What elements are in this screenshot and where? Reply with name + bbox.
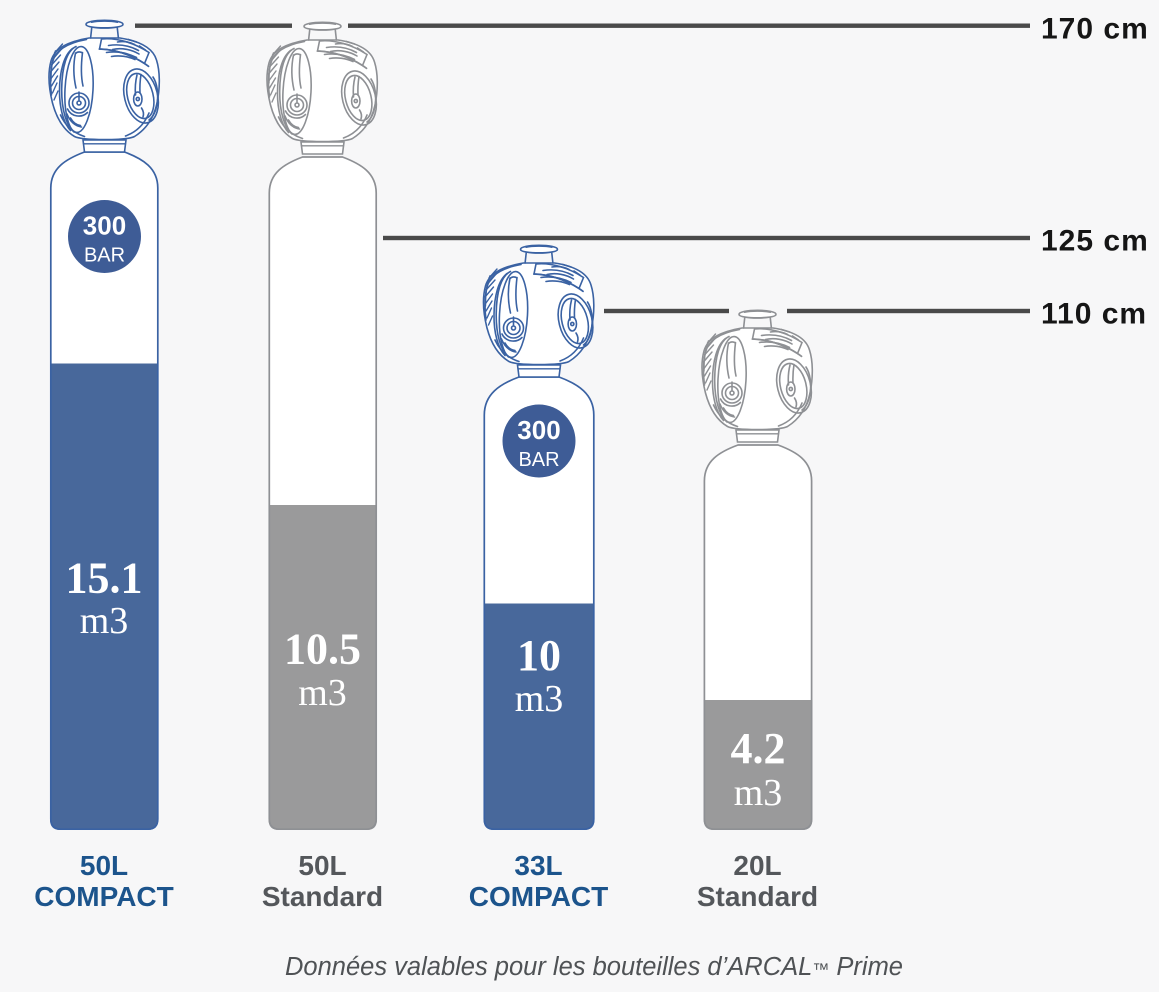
- svg-text:33L: 33L: [514, 850, 562, 881]
- svg-text:m3: m3: [80, 600, 129, 642]
- svg-text:4.2: 4.2: [731, 724, 786, 773]
- svg-text:Données valables pour les bout: Données valables pour les bouteilles d’A…: [285, 953, 903, 981]
- svg-text:m3: m3: [298, 672, 347, 714]
- svg-text:50L: 50L: [80, 850, 128, 881]
- svg-text:COMPACT: COMPACT: [469, 881, 608, 912]
- svg-text:BAR: BAR: [518, 449, 559, 471]
- svg-text:Standard: Standard: [262, 881, 383, 912]
- svg-text:300: 300: [83, 211, 126, 241]
- svg-text:20L: 20L: [733, 850, 781, 881]
- svg-text:Standard: Standard: [697, 881, 818, 912]
- svg-text:170 cm: 170 cm: [1041, 13, 1149, 46]
- svg-text:125 cm: 125 cm: [1041, 225, 1149, 258]
- svg-text:300: 300: [517, 415, 560, 445]
- svg-text:110 cm: 110 cm: [1041, 298, 1147, 331]
- svg-text:15.1: 15.1: [66, 554, 143, 603]
- svg-text:50L: 50L: [298, 850, 346, 881]
- svg-text:m3: m3: [734, 772, 783, 814]
- svg-text:BAR: BAR: [84, 245, 125, 267]
- svg-text:10.5: 10.5: [284, 625, 361, 674]
- svg-text:10: 10: [517, 631, 561, 680]
- svg-text:COMPACT: COMPACT: [34, 881, 173, 912]
- svg-text:m3: m3: [515, 678, 564, 720]
